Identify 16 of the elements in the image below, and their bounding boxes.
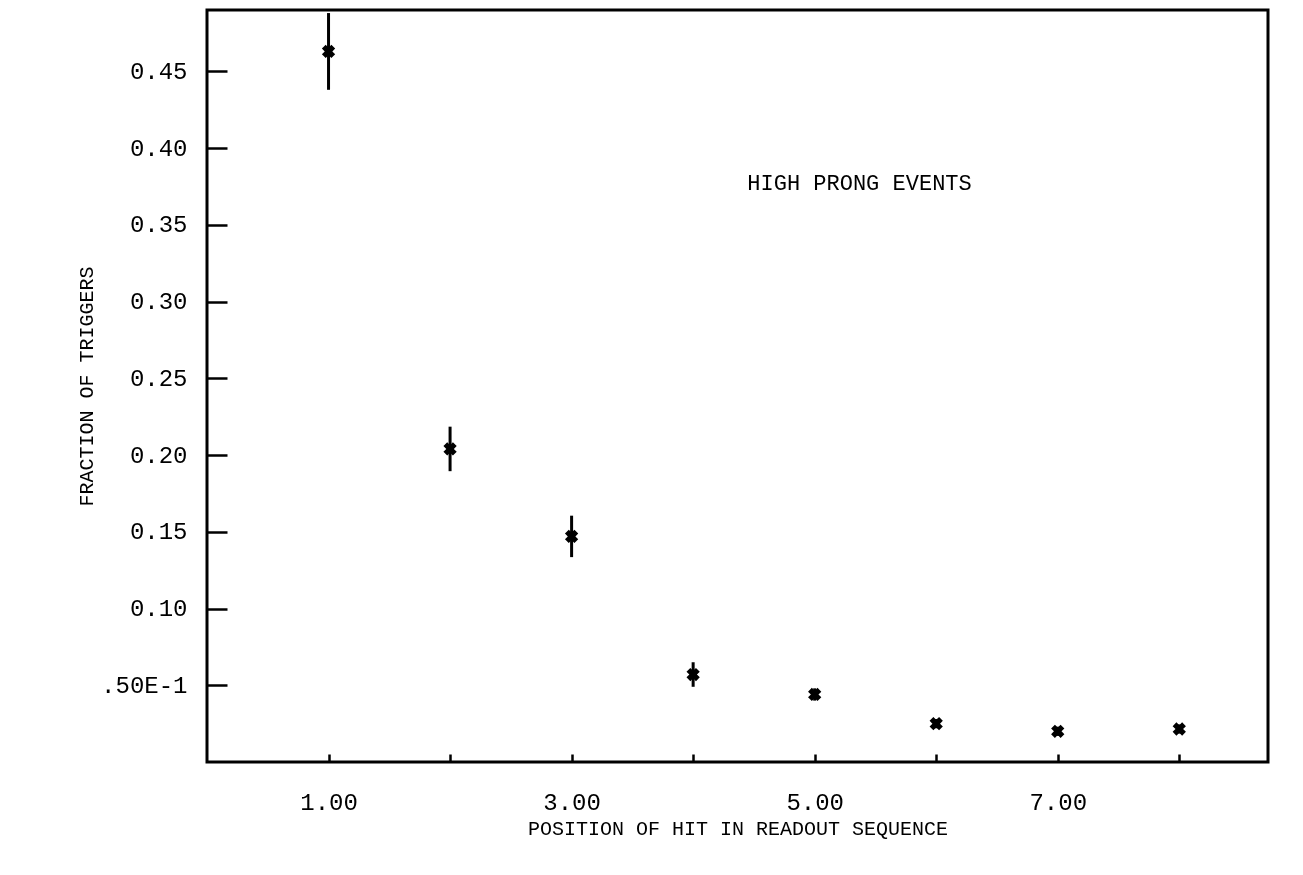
x-axis-title: POSITION OF HIT IN READOUT SEQUENCE <box>527 817 949 841</box>
y-tick-label: 0.30 <box>129 289 188 317</box>
y-tick-label: 0.40 <box>129 135 188 163</box>
y-axis-title: FRACTION OF TRIGGERS <box>76 266 100 507</box>
y-tick-label: .50E-1 <box>101 672 188 700</box>
y-tick-label: 0.10 <box>129 596 188 624</box>
y-tick-label: 0.20 <box>129 442 188 470</box>
y-tick-label: 0.45 <box>129 58 188 86</box>
x-tick-label: 5.00 <box>786 789 844 817</box>
y-tick-label: 0.25 <box>129 365 188 393</box>
annotation: HIGH PRONG EVENTS <box>747 171 972 197</box>
y-tick-label: 0.35 <box>129 212 188 240</box>
x-tick-label: 7.00 <box>1029 789 1088 817</box>
x-tick-label: 3.00 <box>543 789 601 817</box>
x-tick-label: 1.00 <box>300 789 358 817</box>
y-tick-label: 0.15 <box>129 519 188 547</box>
